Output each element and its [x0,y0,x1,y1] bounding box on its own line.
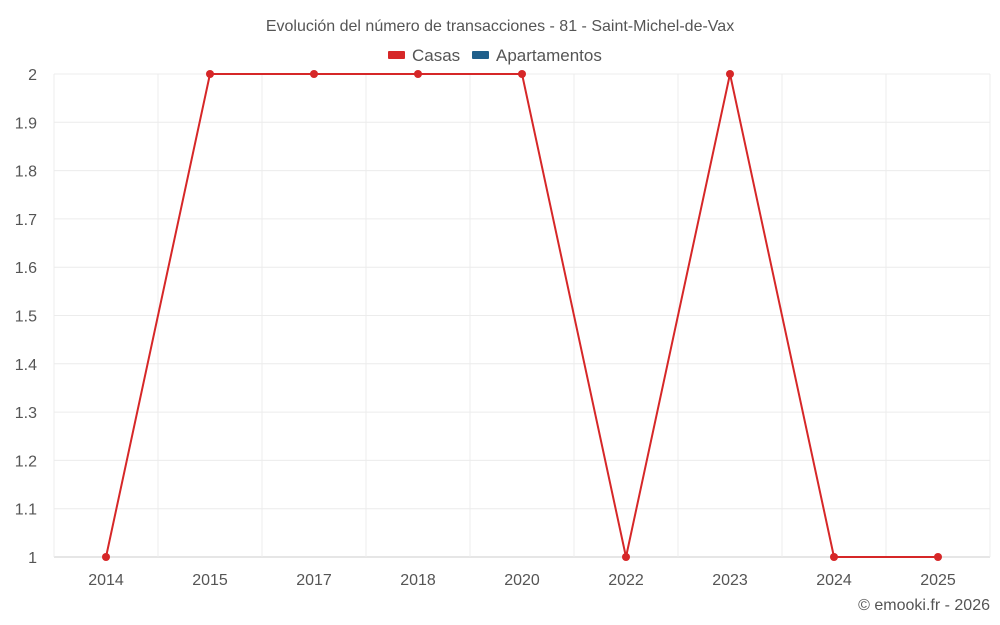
legend-swatch-casas [388,51,405,59]
data-point[interactable] [622,553,630,561]
y-tick-label: 1.4 [15,357,37,374]
y-tick-label: 1.1 [15,502,37,519]
series-casas [102,70,942,561]
x-tick-label: 2017 [296,572,332,589]
legend-label-apartamentos: Apartamentos [496,46,602,65]
credit: © emooki.fr - 2026 [858,597,990,614]
y-tick-label: 1.5 [15,309,37,326]
x-tick-label: 2023 [712,572,748,589]
y-tick-label: 1.7 [15,212,37,229]
chart-title: Evolución del número de transacciones - … [266,18,734,35]
data-point[interactable] [102,553,110,561]
legend-label-casas: Casas [412,46,460,65]
y-axis: 2 1.9 1.8 1.7 1.6 1.5 1.4 1.3 1.2 1.1 1 [15,67,37,567]
data-point[interactable] [726,70,734,78]
y-tick-label: 1 [28,550,37,567]
x-tick-label: 2018 [400,572,436,589]
legend-item-casas[interactable]: Casas [388,46,460,65]
data-point[interactable] [206,70,214,78]
x-tick-label: 2015 [192,572,228,589]
data-point[interactable] [414,70,422,78]
x-tick-label: 2020 [504,572,540,589]
y-tick-label: 1.9 [15,115,37,132]
legend-item-apartamentos[interactable]: Apartamentos [472,46,602,65]
legend-swatch-apartamentos [472,51,489,59]
data-point[interactable] [830,553,838,561]
data-point[interactable] [518,70,526,78]
x-tick-label: 2025 [920,572,956,589]
x-tick-label: 2022 [608,572,644,589]
y-tick-label: 1.3 [15,405,37,422]
x-tick-label: 2014 [88,572,124,589]
x-tick-label: 2024 [816,572,852,589]
x-axis: 2014 2015 2017 2018 2020 2022 2023 2024 2025 [88,572,956,589]
data-point[interactable] [934,553,942,561]
y-tick-label: 2 [28,67,37,84]
legend: Casas Apartamentos [388,46,602,65]
y-tick-label: 1.6 [15,260,37,277]
data-point[interactable] [310,70,318,78]
y-tick-label: 1.2 [15,453,37,470]
y-tick-label: 1.8 [15,164,37,181]
